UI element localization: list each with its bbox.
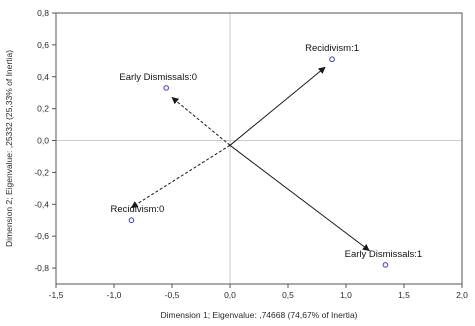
point-labels-group: Recidivism:1 Early Dismissals:0 Recidivism… xyxy=(110,43,422,260)
point-label-early-dismissals-1: Early Dismissals:1 xyxy=(345,249,423,260)
y-axis-ticks: -0,8 -0,6 -0,4 -0,2 0,0 0,2 0,4 0,6 0,8 xyxy=(34,8,56,273)
x-tick-label: 0,5 xyxy=(282,290,294,300)
y-tick-label: 0,0 xyxy=(37,136,49,146)
x-tick-label: 1,5 xyxy=(398,290,410,300)
arrow-dashed-2 xyxy=(171,97,231,146)
x-tick-label: -0,5 xyxy=(165,290,180,300)
points-group xyxy=(128,56,389,268)
x-axis-ticks: -1,5 -1,0 -0,5 0,0 0,5 1,0 1,5 2,0 xyxy=(49,284,468,300)
y-tick-label: 0,2 xyxy=(37,104,49,114)
point-label-recidivism-1: Recidivism:1 xyxy=(305,43,359,54)
y-tick-label: 0,4 xyxy=(37,72,49,82)
point-early-dismissals-0 xyxy=(163,85,169,91)
y-tick-label: -0,8 xyxy=(34,263,49,273)
point-label-early-dismissals-0: Early Dismissals:0 xyxy=(119,72,197,83)
y-tick-label: -0,4 xyxy=(34,199,49,209)
point-early-dismissals-1 xyxy=(382,262,389,268)
point-recidivism-1 xyxy=(329,56,335,63)
y-tick-label: -0,2 xyxy=(34,167,49,177)
x-tick-label: -1,0 xyxy=(107,290,122,300)
y-tick-label: -0,6 xyxy=(34,231,49,241)
arrow-solid-0 xyxy=(229,66,326,146)
y-tick-label: 0,8 xyxy=(37,8,49,18)
point-label-recidivism-0: Recidivism:0 xyxy=(110,204,164,215)
x-axis-title: Dimension 1; Eigenvalue: ,74668 (74,67% … xyxy=(160,310,357,320)
x-tick-label: 1,0 xyxy=(340,290,352,300)
arrow-dashed-3 xyxy=(130,144,231,208)
y-tick-label: 0,6 xyxy=(37,40,49,50)
x-tick-label: 0,0 xyxy=(224,290,236,300)
x-tick-label: 2,0 xyxy=(456,290,468,300)
zero-lines xyxy=(56,13,462,284)
x-tick-label: -1,5 xyxy=(49,290,64,300)
arrow-solid-1 xyxy=(229,144,370,251)
arrows-group xyxy=(130,66,370,251)
plot-frame xyxy=(55,12,463,285)
point-recidivism-0 xyxy=(128,217,135,224)
y-axis-title: Dimension 2; Eigenvalue: ,25332 (25,33% … xyxy=(4,50,14,247)
